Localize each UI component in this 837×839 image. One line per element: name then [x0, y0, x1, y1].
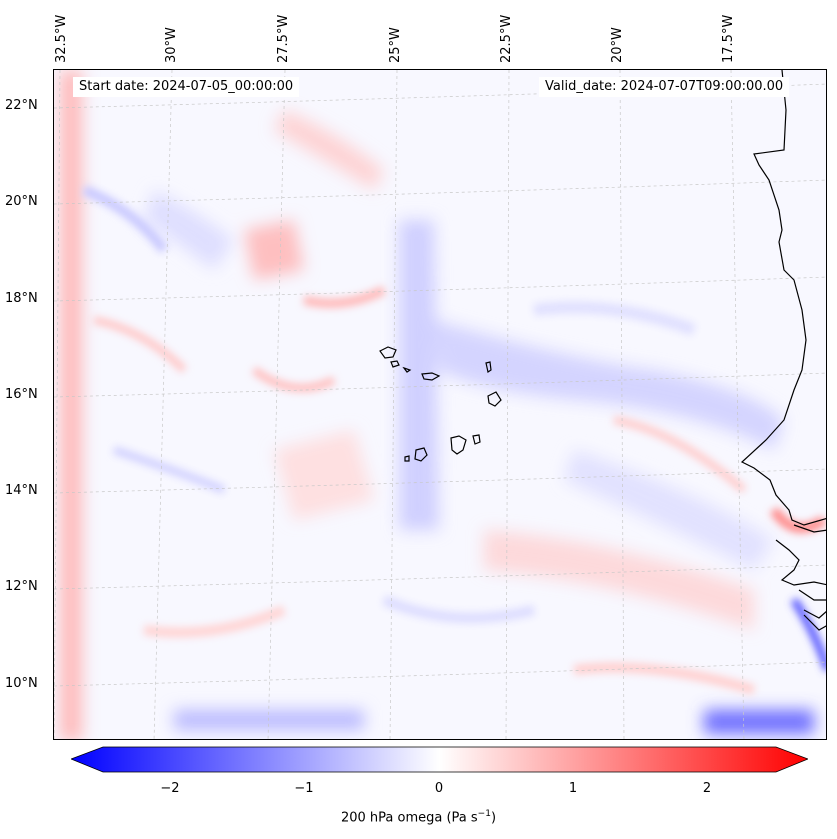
- lon-label-22-5w: 22.5°W: [499, 14, 514, 63]
- lat-label-16n: 16°N: [5, 387, 38, 402]
- colorbar-label: 200 hPa omega (Pa s−1): [340, 809, 497, 826]
- colorbar-tick-2: 2: [702, 781, 712, 796]
- blue-band-lower: [564, 450, 774, 570]
- colorbar-tick-neg2: −2: [160, 781, 180, 796]
- colorbar-tick-neg1: −1: [294, 781, 314, 796]
- valid-date-label: Valid_date: 2024-07-07T09:00:00.00: [539, 77, 790, 97]
- omega-broad-features: [60, 70, 814, 739]
- lon-label-27-5w: 27.5°W: [276, 14, 291, 63]
- blue-vertical-band: [399, 220, 439, 530]
- colorbar-gradient: [71, 746, 808, 773]
- graticule: [54, 70, 826, 739]
- blue-band-bottom-right: [704, 710, 814, 734]
- lat-label-14n: 14°N: [5, 483, 38, 498]
- omega-field-map: [54, 70, 826, 739]
- lat-label-12n: 12°N: [5, 579, 38, 594]
- lat-label-10n: 10°N: [5, 676, 38, 691]
- cape-verde-islands: [379, 346, 502, 462]
- lon-label-32-5w: 32.5°W: [54, 14, 69, 63]
- colorbar-tick-1: 1: [568, 781, 578, 796]
- map-panel[interactable]: [53, 69, 827, 740]
- blue-diagonal-band: [434, 320, 784, 450]
- coastline: [740, 70, 826, 631]
- red-band-south: [484, 530, 754, 630]
- blue-patch-northwest: [144, 190, 234, 270]
- lat-label-22n: 22°N: [5, 98, 38, 113]
- colorbar: [71, 746, 808, 773]
- lon-label-20w: 20°W: [610, 27, 625, 63]
- lat-label-20n: 20°N: [5, 194, 38, 209]
- omega-fine-features: [82, 185, 826, 695]
- lon-label-30w: 30°W: [164, 27, 179, 63]
- red-patch-center: [274, 430, 374, 520]
- start-date-label: Start date: 2024-07-05_00:00:00: [73, 77, 300, 97]
- left-edge-red-band: [60, 70, 82, 739]
- red-patch-north: [244, 220, 304, 280]
- lat-label-18n: 18°N: [5, 291, 38, 306]
- lon-label-25w: 25°W: [388, 27, 403, 63]
- colorbar-tick-0: 0: [434, 781, 444, 796]
- red-streak-north: [274, 110, 384, 190]
- blue-band-bottom-left: [174, 710, 364, 730]
- lon-label-17-5w: 17.5°W: [721, 14, 736, 63]
